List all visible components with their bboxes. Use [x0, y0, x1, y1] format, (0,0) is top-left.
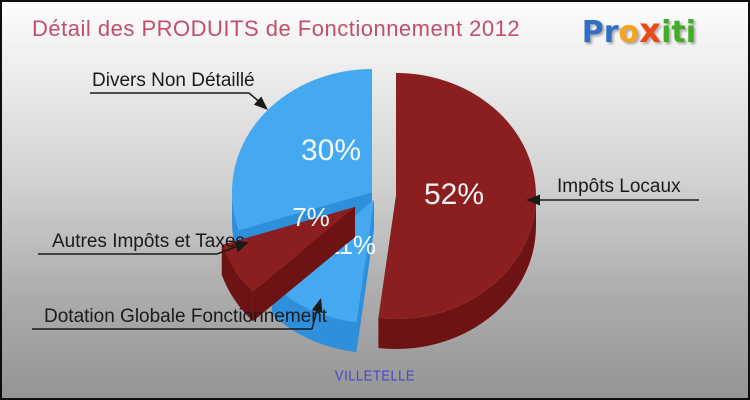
arrowhead-icon [233, 241, 249, 253]
slice-top [378, 73, 536, 319]
slice-top [231, 69, 372, 231]
chart-title: Détail des PRODUITS de Fonctionnement 20… [32, 16, 521, 41]
logo-letter: i [661, 15, 672, 50]
arrowhead-icon [311, 298, 323, 313]
slice-percentage: 7% [292, 202, 330, 232]
pie-slice-impots-locaux: 52% [378, 73, 536, 350]
slice-wall [221, 245, 253, 322]
logo-letter: t [671, 15, 686, 50]
slice-label-impots-locaux: Impôts Locaux [557, 176, 681, 197]
logo-letter: x [639, 11, 662, 51]
slice-cut-face [356, 200, 374, 353]
pie-slice-autres-impots-et-taxes: 7% [221, 202, 355, 322]
logo-letter: i [685, 15, 696, 50]
slice-top [221, 207, 355, 292]
logo-letter: r [603, 15, 619, 50]
commune-name: VILLETELLE [334, 367, 416, 384]
arrowhead-icon [526, 194, 540, 206]
arrowhead-icon [253, 96, 268, 110]
logo-letter: P [581, 15, 604, 50]
logo-letter: o [618, 15, 640, 50]
slice-label-divers-non-detaille: Divers Non Détaillé [92, 70, 255, 91]
slice-percentage: 30% [301, 134, 361, 167]
slice-label-dotation-globale-fonctionnement: Dotation Globale Fonctionnement [44, 306, 328, 327]
slice-label-autres-impots-et-taxes: Autres Impôts et Taxes [52, 231, 245, 252]
proxiti-logo: Proxiti [582, 14, 696, 50]
slice-wall [378, 196, 536, 350]
slice-percentage: 52% [424, 178, 484, 211]
